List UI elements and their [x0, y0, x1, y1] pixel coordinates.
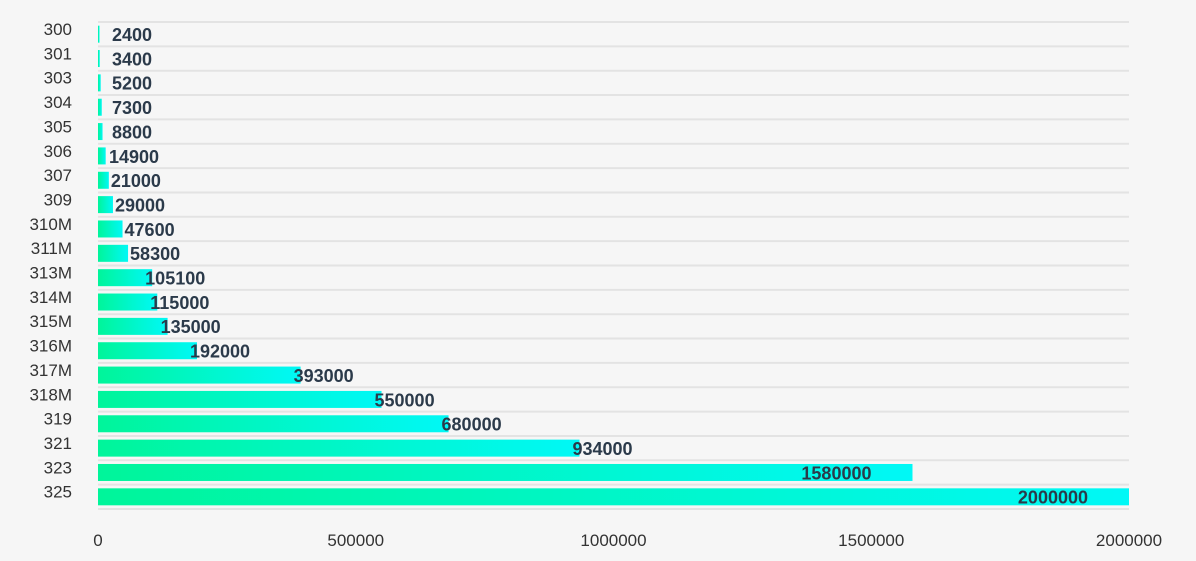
bar-311M	[98, 244, 129, 262]
value-label: 105100	[145, 269, 205, 289]
value-label: 135000	[161, 317, 221, 337]
bar-301	[98, 50, 100, 68]
category-label: 315M	[29, 312, 72, 331]
bar-321	[98, 439, 580, 457]
category-label: 313M	[29, 264, 72, 283]
value-label: 8800	[112, 122, 152, 142]
bar-303	[98, 74, 101, 92]
value-label: 2000000	[1018, 488, 1088, 508]
value-label: 1580000	[801, 463, 871, 483]
category-label: 321	[44, 434, 72, 453]
value-label: 680000	[442, 415, 502, 435]
category-label: 303	[44, 69, 72, 88]
bar-325	[98, 488, 1129, 506]
value-labels: 2400 3400 5200 7300 8800 14900 21000 29000 47600…	[109, 25, 1088, 508]
category-label: 323	[44, 458, 72, 477]
value-label: 192000	[190, 342, 250, 362]
value-label: 47600	[125, 220, 175, 240]
category-label: 307	[44, 166, 72, 185]
value-label: 21000	[111, 171, 161, 191]
x-tick-label: 500000	[327, 531, 384, 550]
x-axis-ticks: 0 500000 1000000 1500000 2000000	[93, 531, 1162, 550]
bar-300	[98, 25, 100, 43]
value-label: 3400	[112, 49, 152, 69]
category-label: 305	[44, 117, 72, 136]
category-label: 325	[44, 483, 72, 502]
bar-315M	[98, 317, 168, 335]
category-label: 301	[44, 44, 72, 63]
grid-lines	[98, 21, 1129, 510]
bar-306	[98, 147, 106, 165]
category-label: 300	[44, 20, 72, 39]
bar-317M	[98, 366, 301, 384]
category-label: 311M	[31, 239, 72, 258]
bar-309	[98, 196, 113, 214]
bar-316M	[98, 342, 197, 360]
bar-307	[98, 171, 109, 189]
value-label: 934000	[572, 439, 632, 459]
x-tick-label: 2000000	[1096, 531, 1162, 550]
bar-313M	[98, 269, 153, 287]
category-label: 316M	[29, 337, 72, 356]
x-tick-label: 0	[93, 531, 102, 550]
bar-305	[98, 123, 103, 141]
category-label: 306	[44, 142, 72, 161]
value-label: 5200	[112, 74, 152, 94]
bar-318M	[98, 390, 382, 408]
value-label: 14900	[109, 147, 159, 167]
category-label: 317M	[29, 361, 72, 380]
category-labels: 300 301 303 304 305 306 307 309 310M 311M 313M 314M…	[29, 20, 72, 502]
bar-310M	[98, 220, 123, 238]
value-label: 2400	[112, 25, 152, 45]
value-label: 58300	[130, 244, 180, 264]
x-tick-label: 1000000	[580, 531, 646, 550]
bar-323	[98, 463, 913, 481]
value-label: 29000	[115, 195, 165, 215]
category-label: 318M	[29, 385, 72, 404]
value-label: 7300	[112, 98, 152, 118]
value-label: 115000	[150, 293, 209, 313]
category-label: 319	[44, 410, 72, 429]
bar-304	[98, 98, 102, 116]
category-label: 314M	[29, 288, 72, 307]
category-label: 309	[44, 190, 72, 209]
bars	[98, 25, 1129, 506]
x-tick-label: 1500000	[838, 531, 904, 550]
bar-319	[98, 415, 449, 433]
category-label: 304	[44, 93, 72, 112]
category-label: 310M	[29, 215, 72, 234]
value-label: 393000	[294, 366, 354, 386]
bar-314M	[98, 293, 158, 311]
value-label: 550000	[375, 390, 435, 410]
